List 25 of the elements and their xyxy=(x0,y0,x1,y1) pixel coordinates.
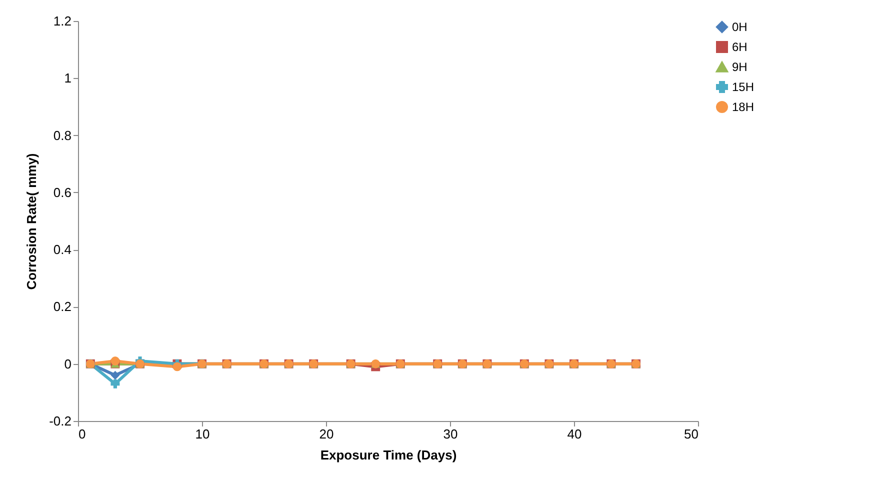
y-tick-label: 1 xyxy=(64,70,72,86)
x-tick-label: 20 xyxy=(319,426,334,442)
y-tick-label: 0 xyxy=(64,356,72,372)
x-axis-title: Exposure Time (Days) xyxy=(320,448,457,462)
y-tick-label: 0.8 xyxy=(53,128,72,143)
x-tick-label: 0 xyxy=(78,426,86,442)
legend-label: 15H xyxy=(732,80,754,94)
legend-label: 9H xyxy=(732,60,748,74)
y-axis-title: Corrosion Rate( mmy) xyxy=(24,153,40,290)
y-tick-label: -0.2 xyxy=(49,414,72,428)
x-tick-label: 30 xyxy=(443,426,458,442)
point xyxy=(110,370,120,380)
point xyxy=(110,356,120,366)
legend-label: 6H xyxy=(732,40,748,54)
x-tick-label: 50 xyxy=(684,426,698,442)
y-tick-label: 1.2 xyxy=(53,14,72,28)
legend-label: 18H xyxy=(732,100,754,114)
point xyxy=(172,362,182,372)
legend-label: 0H xyxy=(732,20,748,34)
y-tick-label: 0.4 xyxy=(53,242,72,258)
x-tick-label: 10 xyxy=(195,426,210,442)
point xyxy=(110,379,120,388)
x-tick-label: 40 xyxy=(567,426,582,442)
y-tick-label: 0.6 xyxy=(53,184,72,200)
y-tick-label: 0.2 xyxy=(53,299,72,314)
